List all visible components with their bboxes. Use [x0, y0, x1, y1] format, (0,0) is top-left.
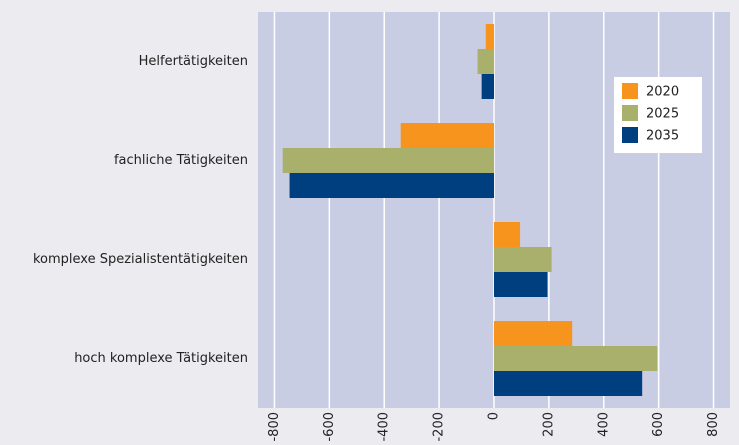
y-tick-label: fachliche Tätigkeiten: [114, 153, 248, 168]
bar: [494, 371, 643, 396]
legend-label: 2025: [646, 107, 679, 122]
bar: [400, 123, 494, 148]
bar: [494, 272, 548, 297]
bar: [494, 346, 658, 371]
bar: [282, 148, 494, 173]
bar: [477, 49, 494, 74]
x-tick-label: 0: [487, 412, 502, 420]
x-tick-label: -600: [322, 412, 337, 442]
bar: [485, 24, 494, 49]
x-tick-label: 400: [596, 412, 611, 437]
legend-swatch: [622, 105, 638, 121]
x-tick-label: 800: [706, 412, 721, 437]
legend-label: 2020: [646, 85, 679, 100]
bar: [481, 74, 494, 99]
x-tick-label: -200: [432, 412, 447, 442]
bar: [494, 222, 521, 247]
y-tick-label: Helfertätigkeiten: [139, 54, 248, 69]
bar: [494, 247, 552, 272]
bar: [289, 173, 494, 198]
y-tick-label: komplexe Spezialistentätigkeiten: [33, 252, 248, 267]
x-tick-label: 600: [651, 412, 666, 437]
x-tick-label: -800: [267, 412, 282, 442]
y-tick-label: hoch komplexe Tätigkeiten: [74, 351, 248, 366]
legend-swatch: [622, 83, 638, 99]
x-tick-label: 200: [541, 412, 556, 437]
bar: [494, 321, 573, 346]
legend-swatch: [622, 127, 638, 143]
x-tick-label: -400: [377, 412, 392, 442]
legend-label: 2035: [646, 129, 679, 144]
